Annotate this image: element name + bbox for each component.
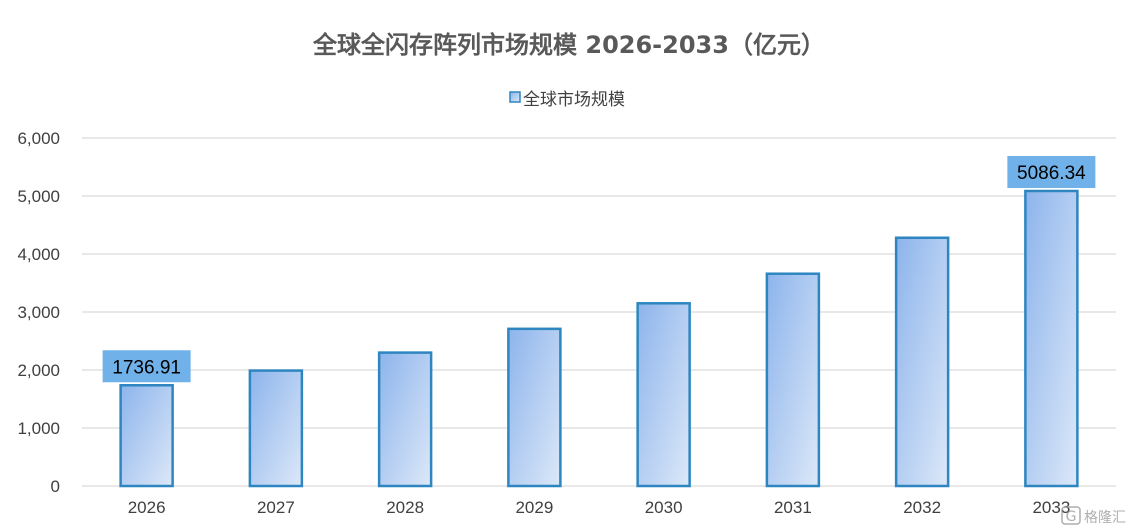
x-tick-label: 2028 <box>386 498 424 517</box>
bar <box>765 272 821 488</box>
y-axis-ticks: 0 1,000 2,000 3,000 4,000 5,000 6,000 <box>17 129 60 496</box>
x-tick-label: 2032 <box>903 498 941 517</box>
x-tick-label: 2033 <box>1032 498 1070 517</box>
glh-logo-glyph: G <box>1066 509 1077 525</box>
x-tick-label: 2031 <box>774 498 812 517</box>
data-label-box <box>102 350 191 383</box>
data-label-box <box>1007 155 1096 188</box>
glh-logo-icon <box>1061 506 1081 525</box>
gridlines <box>82 137 1116 487</box>
x-tick-label: 2027 <box>257 498 295 517</box>
legend-label: 全球市场规模 <box>523 90 625 110</box>
y-tick-label: 0 <box>51 477 60 496</box>
x-tick-label: 2026 <box>128 498 166 517</box>
bar <box>636 302 691 488</box>
bar <box>894 236 950 488</box>
data-labels: 1736.91 5086.34 <box>102 155 1096 383</box>
y-tick-label: 6,000 <box>17 129 60 148</box>
y-tick-label: 5,000 <box>17 187 60 206</box>
y-tick-label: 3,000 <box>17 303 60 322</box>
x-axis-ticks: 2026 2027 2028 2029 2030 2031 2032 2033 <box>128 498 1071 517</box>
data-label: 1736.91 <box>112 357 181 378</box>
x-tick-label: 2029 <box>515 498 553 517</box>
y-tick-label: 1,000 <box>17 419 60 438</box>
watermark-text: 格隆汇 <box>1084 510 1126 526</box>
bar <box>248 369 304 488</box>
y-tick-label: 4,000 <box>17 245 60 264</box>
legend-swatch <box>509 91 521 103</box>
bar <box>377 351 433 488</box>
watermark: G 格隆汇 <box>1061 506 1126 526</box>
x-tick-label: 2030 <box>645 498 683 517</box>
legend: 全球市场规模 <box>509 90 625 110</box>
y-tick-label: 2,000 <box>17 361 60 380</box>
bars <box>119 189 1079 488</box>
data-label: 5086.34 <box>1017 163 1086 184</box>
chart-title: 全球全闪存阵列市场规模 2026-2033（亿元） <box>312 31 825 59</box>
bar <box>119 384 174 488</box>
bar <box>1024 189 1079 488</box>
bar <box>507 327 562 488</box>
